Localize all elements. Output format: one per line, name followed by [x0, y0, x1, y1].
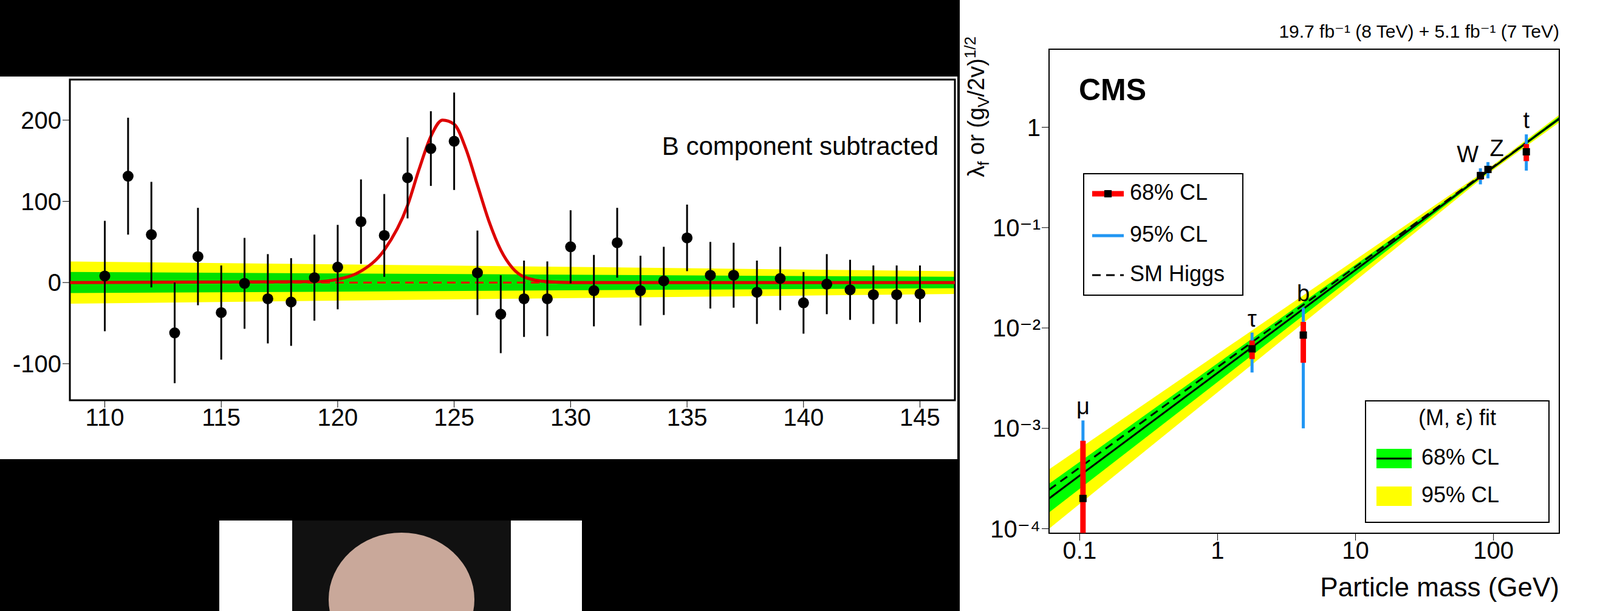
svg-text:10⁻³: 10⁻³: [992, 414, 1041, 442]
svg-text:68% CL: 68% CL: [1129, 179, 1208, 205]
svg-text:145: 145: [899, 403, 941, 431]
svg-text:1: 1: [1027, 114, 1041, 141]
svg-text:λf or (gV/2v)1/2: λf or (gV/2v)1/2: [960, 36, 993, 178]
svg-text:110: 110: [85, 403, 125, 431]
svg-text:μ: μ: [1076, 393, 1090, 420]
svg-text:SM Higgs: SM Higgs: [1129, 261, 1225, 287]
svg-text:100: 100: [1473, 536, 1514, 564]
svg-text:135: 135: [666, 403, 708, 431]
svg-text:t: t: [1522, 107, 1530, 134]
svg-text:95% CL: 95% CL: [1129, 221, 1208, 247]
svg-text:130: 130: [550, 403, 592, 431]
svg-text:B component subtracted: B component subtracted: [662, 131, 939, 161]
svg-text:125: 125: [433, 403, 475, 431]
svg-text:10⁻⁴: 10⁻⁴: [990, 515, 1041, 543]
svg-text:Particle mass (GeV): Particle mass (GeV): [1319, 572, 1560, 602]
svg-text:-100: -100: [12, 350, 62, 378]
svg-text:(M, ε) fit: (M, ε) fit: [1418, 405, 1497, 431]
svg-text:Z: Z: [1490, 135, 1505, 161]
svg-text:10⁻¹: 10⁻¹: [992, 214, 1041, 242]
svg-text:68% CL: 68% CL: [1421, 444, 1500, 470]
svg-text:1: 1: [1210, 536, 1224, 564]
svg-text:140: 140: [782, 403, 824, 431]
svg-text:W: W: [1456, 141, 1479, 168]
svg-text:CMS: CMS: [1078, 72, 1147, 107]
svg-text:19.7 fb⁻¹ (8 TeV) + 5.1 fb⁻¹ (: 19.7 fb⁻¹ (8 TeV) + 5.1 fb⁻¹ (7 TeV): [1278, 21, 1560, 42]
svg-text:b: b: [1296, 280, 1310, 307]
svg-text:10: 10: [1341, 536, 1370, 564]
svg-text:0: 0: [47, 269, 62, 296]
svg-text:120: 120: [317, 403, 359, 431]
svg-text:10⁻²: 10⁻²: [992, 314, 1041, 342]
svg-text:200: 200: [20, 106, 62, 134]
svg-text:95% CL: 95% CL: [1421, 482, 1500, 508]
svg-text:115: 115: [201, 403, 241, 431]
svg-text:τ: τ: [1247, 306, 1257, 332]
svg-text:100: 100: [20, 188, 62, 216]
svg-text:0.1: 0.1: [1063, 536, 1098, 564]
